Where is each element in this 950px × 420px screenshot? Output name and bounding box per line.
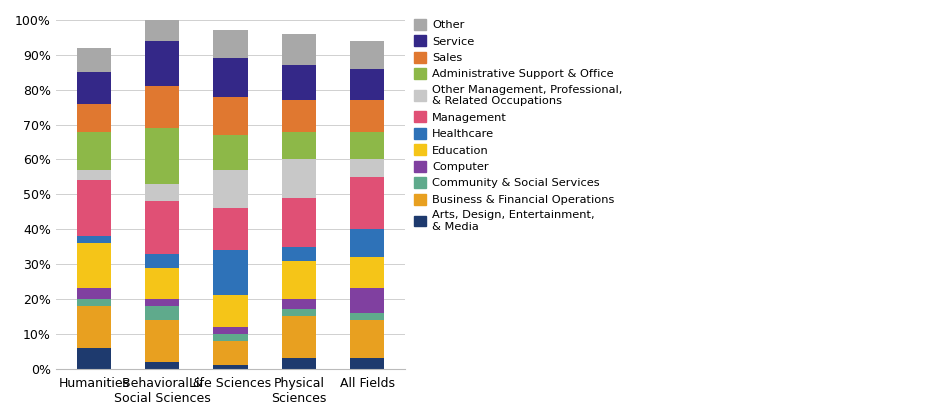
Bar (145, 268, 180, 299)
Bar (77, 243, 111, 289)
Bar (145, 16, 180, 41)
Bar (214, 58, 248, 97)
Bar (77, 289, 111, 299)
Bar (214, 250, 248, 295)
Bar (77, 48, 111, 72)
Legend: Other, Service, Sales, Administrative Support & Office, Other Management, Profes: Other, Service, Sales, Administrative Su… (414, 19, 622, 232)
Bar (145, 254, 180, 268)
Bar (350, 41, 384, 69)
Bar (282, 66, 315, 100)
Bar (282, 100, 315, 131)
Bar (145, 320, 180, 362)
Bar (350, 257, 384, 289)
Bar (145, 299, 180, 306)
Bar (350, 131, 384, 160)
Bar (145, 86, 180, 128)
Bar (350, 100, 384, 131)
Bar (350, 160, 384, 177)
Bar (77, 104, 111, 131)
Bar (77, 72, 111, 104)
Bar (214, 327, 248, 334)
Bar (350, 289, 384, 313)
Bar (77, 348, 111, 369)
Bar (145, 306, 180, 320)
Bar (214, 334, 248, 341)
Bar (145, 41, 180, 86)
Bar (350, 313, 384, 320)
Bar (282, 299, 315, 310)
Bar (282, 198, 315, 247)
Bar (214, 365, 248, 369)
Bar (77, 299, 111, 306)
Bar (214, 208, 248, 250)
Bar (350, 358, 384, 369)
Bar (282, 316, 315, 358)
Bar (282, 160, 315, 198)
Bar (214, 97, 248, 135)
Bar (350, 229, 384, 257)
Bar (77, 236, 111, 243)
Bar (77, 131, 111, 170)
Bar (350, 320, 384, 358)
Bar (214, 135, 248, 170)
Bar (282, 358, 315, 369)
Bar (282, 131, 315, 160)
Bar (214, 170, 248, 208)
Bar (77, 306, 111, 348)
Bar (282, 310, 315, 316)
Bar (77, 170, 111, 180)
Bar (145, 128, 180, 184)
Bar (214, 31, 248, 58)
Bar (145, 184, 180, 201)
Bar (145, 362, 180, 369)
Bar (282, 247, 315, 260)
Bar (282, 260, 315, 299)
Bar (77, 180, 111, 236)
Bar (214, 341, 248, 365)
Bar (214, 295, 248, 327)
Bar (282, 34, 315, 66)
Bar (350, 69, 384, 100)
Bar (350, 177, 384, 229)
Bar (145, 201, 180, 254)
